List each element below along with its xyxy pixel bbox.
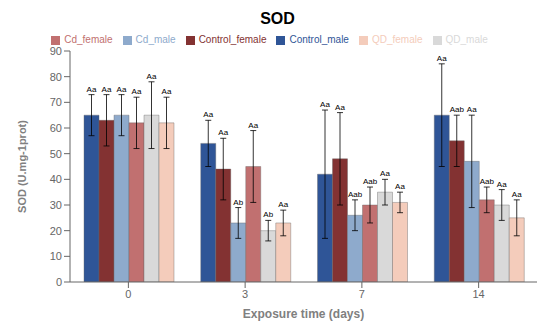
svg-text:Aa: Aa — [87, 85, 97, 94]
html-text:Cd_male: Cd_male — [135, 34, 176, 45]
svg-text:Aa: Aa — [278, 200, 288, 209]
svg-text:Aa: Aa — [162, 87, 172, 96]
svg-text:Aa: Aa — [203, 110, 213, 119]
svg-text:Aa: Aa — [147, 72, 157, 81]
svg-text:Aa: Aa — [497, 180, 507, 189]
svg-text:Exposure time (days): Exposure time (days) — [243, 307, 364, 321]
svg-text:0: 0 — [56, 276, 62, 288]
html-text:Control_male: Control_male — [289, 34, 349, 45]
svg-text:Aa: Aa — [102, 85, 112, 94]
svg-text:60: 60 — [50, 122, 62, 134]
svg-text:Aa: Aa — [117, 85, 127, 94]
svg-text:Aa: Aa — [218, 128, 228, 137]
html-text:QD_male: QD_male — [445, 34, 488, 45]
svg-text:90: 90 — [50, 45, 62, 57]
html-text:Control_female: Control_female — [198, 34, 267, 45]
svg-text:Aa: Aa — [512, 190, 522, 199]
svg-text:40: 40 — [50, 173, 62, 185]
svg-text:0: 0 — [125, 288, 131, 300]
svg-text:14: 14 — [473, 288, 485, 300]
html-text:Cd_female: Cd_female — [64, 34, 113, 45]
svg-text:10: 10 — [50, 250, 62, 262]
svg-text:SOD (U.mg-1prot): SOD (U.mg-1prot) — [16, 120, 28, 213]
svg-text:Aa: Aa — [380, 169, 390, 178]
svg-text:Aab: Aab — [480, 177, 495, 186]
svg-text:Aa: Aa — [335, 103, 345, 112]
svg-text:20: 20 — [50, 225, 62, 237]
svg-text:Aa: Aa — [395, 182, 405, 191]
svg-text:Ab: Ab — [233, 198, 243, 207]
svg-text:Aa: Aa — [320, 100, 330, 109]
svg-text:Aa: Aa — [467, 105, 477, 114]
svg-text:30: 30 — [50, 199, 62, 211]
svg-text:Aab: Aab — [348, 190, 363, 199]
svg-text:7: 7 — [359, 288, 365, 300]
svg-text:Aa: Aa — [132, 87, 142, 96]
html-text:QD_female: QD_female — [371, 34, 423, 45]
svg-text:Aab: Aab — [363, 177, 378, 186]
svg-text:Aab: Aab — [450, 105, 465, 114]
svg-text:Aa: Aa — [437, 54, 447, 63]
svg-text:70: 70 — [50, 96, 62, 108]
svg-text:Aa: Aa — [248, 121, 258, 130]
svg-text:Ab: Ab — [263, 210, 273, 219]
svg-text:80: 80 — [50, 71, 62, 83]
html-text:SOD: SOD — [260, 10, 295, 27]
svg-text:3: 3 — [242, 288, 248, 300]
svg-text:50: 50 — [50, 148, 62, 160]
